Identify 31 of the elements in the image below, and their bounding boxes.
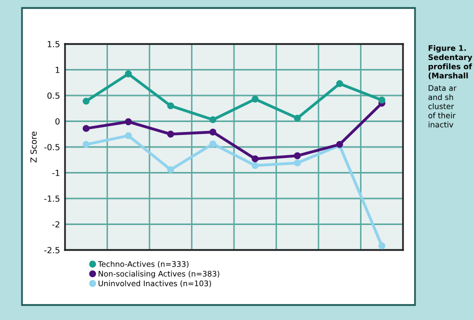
point bbox=[167, 102, 174, 110]
y-tick-label: 1.5 bbox=[48, 41, 60, 48]
point bbox=[252, 155, 259, 162]
point bbox=[209, 128, 216, 136]
y-tick-label: -1.5 bbox=[44, 196, 60, 202]
point bbox=[336, 80, 344, 88]
point bbox=[209, 116, 216, 124]
y-tick-label: -2.5 bbox=[44, 246, 60, 254]
y-tick-label: -2 bbox=[52, 221, 60, 228]
y-tick-label: -1 bbox=[52, 170, 60, 176]
point bbox=[294, 152, 301, 160]
point bbox=[82, 140, 90, 148]
point bbox=[124, 70, 132, 78]
y-tick-label: -0.5 bbox=[44, 144, 60, 150]
point bbox=[294, 159, 301, 166]
y-axis-title: Z Score bbox=[30, 132, 37, 162]
point bbox=[82, 98, 90, 105]
point bbox=[209, 140, 216, 148]
point bbox=[378, 96, 386, 104]
point bbox=[167, 166, 174, 174]
point bbox=[167, 130, 174, 138]
y-tick-label: 1 bbox=[56, 66, 60, 73]
point bbox=[378, 242, 386, 250]
point bbox=[82, 124, 90, 132]
y-tick-label: 0.5 bbox=[47, 92, 60, 99]
point bbox=[252, 162, 259, 170]
point bbox=[124, 132, 132, 140]
point bbox=[124, 118, 132, 126]
y-tick-label: 0 bbox=[55, 118, 60, 125]
point bbox=[252, 96, 259, 103]
point bbox=[294, 114, 301, 122]
